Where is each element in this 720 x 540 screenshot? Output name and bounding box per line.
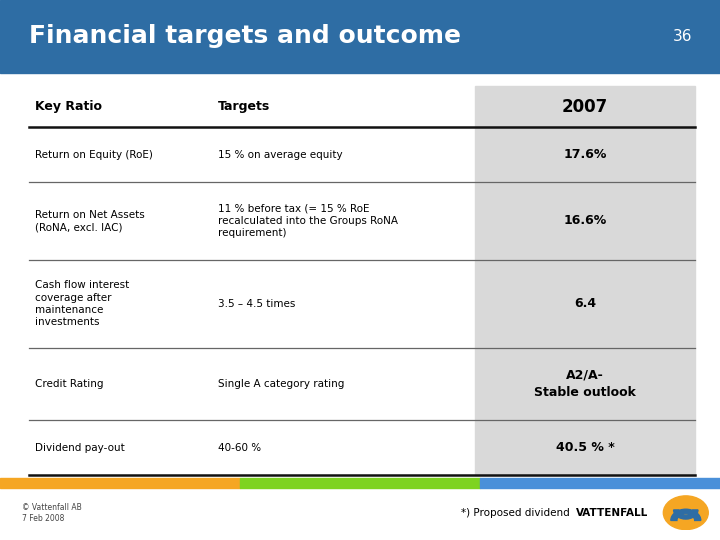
Text: 15 % on average equity: 15 % on average equity bbox=[218, 150, 343, 159]
Text: Credit Rating: Credit Rating bbox=[35, 379, 103, 389]
Text: 3.5 – 4.5 times: 3.5 – 4.5 times bbox=[218, 299, 295, 309]
Text: 40-60 %: 40-60 % bbox=[218, 443, 261, 453]
Text: Return on Equity (RoE): Return on Equity (RoE) bbox=[35, 150, 153, 159]
Text: A2/A-
Stable outlook: A2/A- Stable outlook bbox=[534, 369, 636, 399]
Text: 2007: 2007 bbox=[562, 98, 608, 116]
Text: Cash flow interest
coverage after
maintenance
investments: Cash flow interest coverage after mainte… bbox=[35, 280, 129, 327]
Wedge shape bbox=[671, 509, 701, 521]
Text: © Vattenfall AB
7 Feb 2008: © Vattenfall AB 7 Feb 2008 bbox=[22, 503, 81, 523]
Text: 6.4: 6.4 bbox=[574, 298, 596, 310]
Text: *) Proposed dividend: *) Proposed dividend bbox=[461, 508, 570, 518]
Text: 36: 36 bbox=[673, 29, 693, 44]
Wedge shape bbox=[674, 510, 698, 519]
Text: Single A category rating: Single A category rating bbox=[218, 379, 345, 389]
Text: Dividend pay-out: Dividend pay-out bbox=[35, 443, 125, 453]
Circle shape bbox=[663, 496, 708, 530]
Text: 16.6%: 16.6% bbox=[563, 214, 607, 227]
Text: Financial targets and outcome: Financial targets and outcome bbox=[29, 24, 461, 49]
Text: VATTENFALL: VATTENFALL bbox=[576, 508, 648, 518]
Text: 40.5 % *: 40.5 % * bbox=[556, 441, 614, 454]
Text: Return on Net Assets
(RoNA, excl. IAC): Return on Net Assets (RoNA, excl. IAC) bbox=[35, 210, 144, 232]
Text: Key Ratio: Key Ratio bbox=[35, 100, 102, 113]
Text: 17.6%: 17.6% bbox=[563, 148, 607, 161]
Text: Targets: Targets bbox=[218, 100, 271, 113]
Text: 11 % before tax (= 15 % RoE
recalculated into the Groups RoNA
requirement): 11 % before tax (= 15 % RoE recalculated… bbox=[218, 204, 398, 238]
